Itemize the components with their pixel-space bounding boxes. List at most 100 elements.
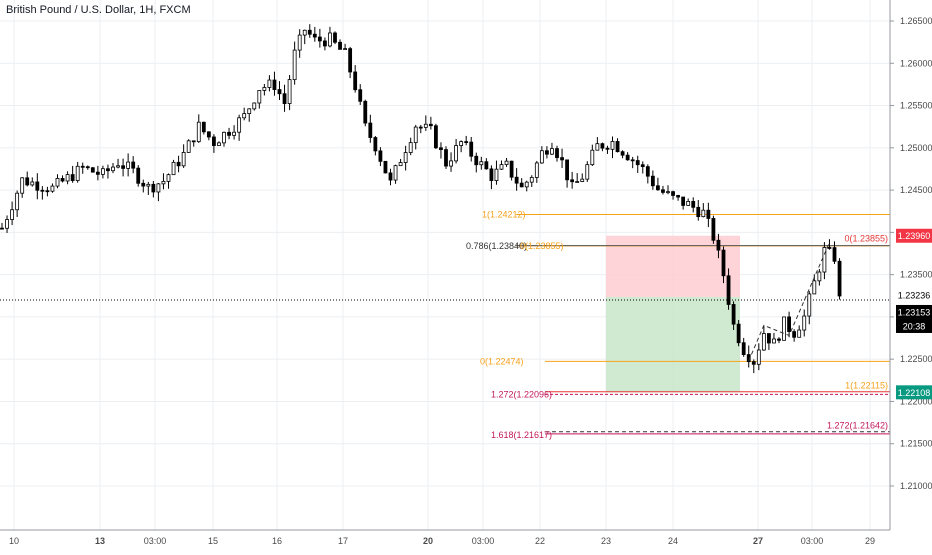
candle-body — [121, 165, 125, 169]
candle-body — [55, 178, 60, 187]
candle-body — [494, 168, 499, 181]
candle-body — [30, 181, 35, 186]
candle-body — [25, 177, 30, 186]
candle-body — [772, 338, 776, 344]
candle-body — [257, 90, 262, 104]
y-tick-label: 1.26500 — [900, 16, 932, 26]
candle-body — [111, 166, 115, 172]
candle-body — [20, 177, 25, 194]
candle-body — [206, 131, 211, 138]
candle-body — [529, 177, 534, 183]
y-tick-label: 1.24500 — [900, 185, 932, 195]
candle-body — [585, 164, 590, 180]
candle-body — [640, 164, 645, 168]
symbol-title: British Pound / U.S. Dollar, 1H, FXCM — [6, 4, 191, 16]
candle-body — [555, 148, 559, 159]
candle-body — [792, 331, 797, 338]
candle-body — [191, 140, 196, 143]
candle-body — [736, 323, 741, 344]
grid — [0, 0, 890, 530]
candle-body — [5, 219, 9, 229]
fib-label-1: 1(1.24212) — [482, 209, 526, 219]
x-tick-label: 16 — [272, 536, 282, 546]
x-tick-label: 23 — [601, 536, 611, 546]
candle-body — [777, 338, 781, 341]
candle-body — [393, 165, 398, 181]
candle-body — [711, 218, 716, 241]
candle-body — [267, 79, 272, 88]
y-tick-label: 1.22000 — [900, 396, 932, 406]
candle-body — [70, 174, 75, 181]
candle-body — [625, 154, 630, 161]
candle-body — [600, 143, 605, 149]
candle-body — [323, 40, 327, 47]
candle-body — [661, 189, 665, 193]
candle-body — [782, 316, 786, 341]
fib-labels: 1(1.24212)0.786(1.23840)0(1.23855)0(1.22… — [466, 209, 888, 439]
candle-body — [10, 209, 14, 220]
candle-body — [474, 155, 479, 166]
candle-body — [822, 247, 827, 273]
candle-body — [60, 178, 65, 182]
candle-body — [95, 171, 100, 175]
candle-body — [90, 167, 95, 173]
candle-body — [469, 141, 474, 157]
candle-body — [212, 136, 216, 146]
fib-label-0-lower: 0(1.22474) — [480, 356, 524, 366]
candle-body — [787, 316, 791, 332]
candle-body — [817, 271, 822, 282]
candle-body — [570, 179, 575, 183]
candle-body — [101, 168, 105, 175]
price-badges: 1.23960 1.23236 1.23153 20:38 1.22108 — [896, 228, 932, 400]
candle-body — [454, 145, 458, 162]
candle-body — [802, 315, 807, 331]
y-tick-label: 1.21500 — [900, 439, 932, 449]
candle-body — [423, 123, 428, 128]
candle-body — [227, 131, 231, 136]
candle-body — [595, 143, 600, 151]
candle-body — [449, 160, 453, 167]
candle-body — [484, 161, 489, 170]
candle-body — [686, 201, 691, 206]
candle-body — [166, 174, 171, 182]
candle-body — [656, 185, 660, 191]
candle-body — [176, 161, 181, 167]
candle-body — [635, 160, 640, 166]
candle-body — [75, 165, 80, 181]
take-profit-zone — [606, 296, 740, 393]
candle-body — [171, 161, 176, 176]
candle-body — [434, 125, 438, 149]
candle-body — [605, 147, 610, 150]
candle-body — [358, 89, 363, 102]
candle-body — [565, 159, 569, 181]
candle-body — [15, 192, 20, 211]
candle-body — [489, 168, 494, 181]
candle-body — [252, 102, 257, 110]
candle-body — [479, 161, 484, 166]
candle-body — [40, 189, 45, 192]
position-zones — [606, 235, 740, 393]
candle-body — [751, 361, 756, 365]
candle-body — [262, 87, 267, 91]
entry-price-badge-bg — [896, 287, 932, 302]
entry-price-badge: 1.23236 — [898, 290, 931, 300]
candle-body — [0, 227, 4, 230]
candle-body — [85, 166, 90, 169]
current-price-badge-bg — [896, 304, 932, 319]
fib-label-1618: 1.618(1.21617) — [491, 430, 552, 440]
candle-body — [136, 167, 141, 184]
candle-body — [50, 185, 55, 192]
candle-body — [550, 148, 554, 155]
candle-body — [408, 142, 413, 153]
candle-body — [116, 165, 120, 168]
candle-body — [580, 178, 585, 182]
target-price-badge: 1.22108 — [898, 388, 931, 398]
candle-body — [539, 150, 544, 164]
candle-body — [691, 201, 696, 208]
candle-body — [499, 164, 504, 170]
candle-body — [524, 181, 529, 188]
candle-body — [716, 239, 721, 251]
